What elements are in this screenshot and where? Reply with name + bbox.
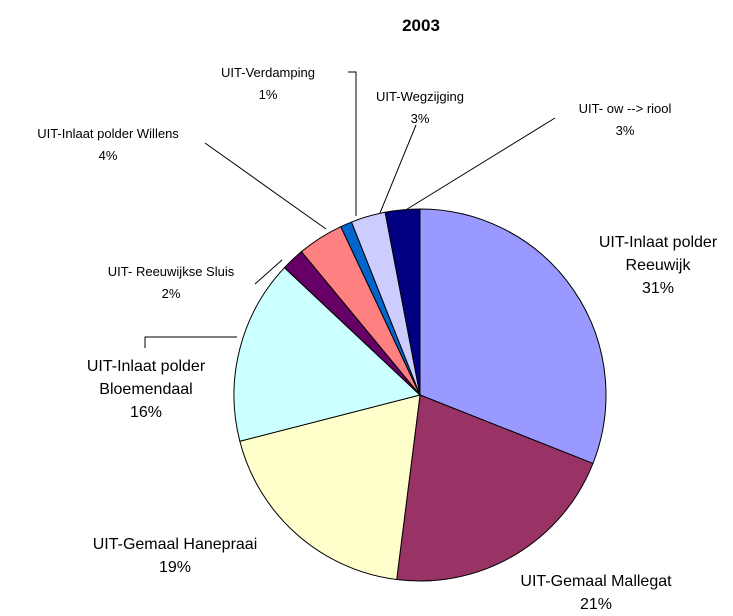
- value-label: 2%: [161, 286, 181, 301]
- value-label: 3%: [615, 123, 635, 138]
- chart-title: 2003: [402, 16, 440, 35]
- category-label: UIT-Inlaat polder Reeuwijk: [598, 234, 718, 274]
- category-label: UIT-Verdamping: [221, 65, 315, 80]
- pie-slice: [396, 394, 594, 582]
- value-label: 31%: [641, 280, 675, 297]
- value-label: 19%: [158, 559, 192, 576]
- slice-label: UIT-Wegzijging 3%: [340, 86, 500, 130]
- leader-line: [379, 124, 417, 214]
- category-label: UIT- ow --> riool: [578, 101, 672, 116]
- pie-slice: [233, 266, 422, 442]
- slice-label: UIT-Inlaat polder Reeuwijk 31%: [573, 231, 733, 300]
- category-label: UIT-Inlaat polder Willens: [37, 126, 179, 141]
- slice-label: UIT- Reeuwijkse Sluis 2%: [61, 261, 281, 305]
- slice-label: UIT-Inlaat polder Willens 4%: [0, 123, 218, 167]
- slice-label: UIT-Verdamping 1%: [188, 62, 348, 106]
- leader-line: [254, 259, 283, 285]
- category-label: UIT-Inlaat polder Bloemendaal: [86, 358, 206, 398]
- value-label: 21%: [579, 596, 613, 613]
- leader-line: [403, 117, 556, 212]
- category-label: UIT-Gemaal Mallegat: [520, 573, 672, 590]
- category-label: UIT- Reeuwijkse Sluis: [107, 264, 235, 279]
- pie-slice: [239, 394, 421, 581]
- category-label: UIT-Wegzijging: [376, 89, 464, 104]
- category-label: UIT-Gemaal Hanepraai: [92, 536, 258, 553]
- slice-label: UIT- ow --> riool 3%: [545, 98, 705, 142]
- slice-label: UIT-Gemaal Hanepraai 19%: [55, 533, 295, 579]
- value-label: 16%: [129, 404, 163, 421]
- pie-slice: [384, 208, 421, 396]
- leader-line: [204, 142, 327, 230]
- leader-line: [144, 336, 237, 348]
- value-label: 1%: [258, 87, 278, 102]
- value-label: 4%: [98, 148, 118, 163]
- slice-label: UIT-Gemaal Mallegat 21%: [486, 570, 706, 616]
- pie-slice: [419, 208, 607, 465]
- slice-label: UIT-Inlaat polder Bloemendaal 16%: [61, 355, 231, 424]
- leader-line: [348, 71, 357, 216]
- value-label: 3%: [410, 111, 430, 126]
